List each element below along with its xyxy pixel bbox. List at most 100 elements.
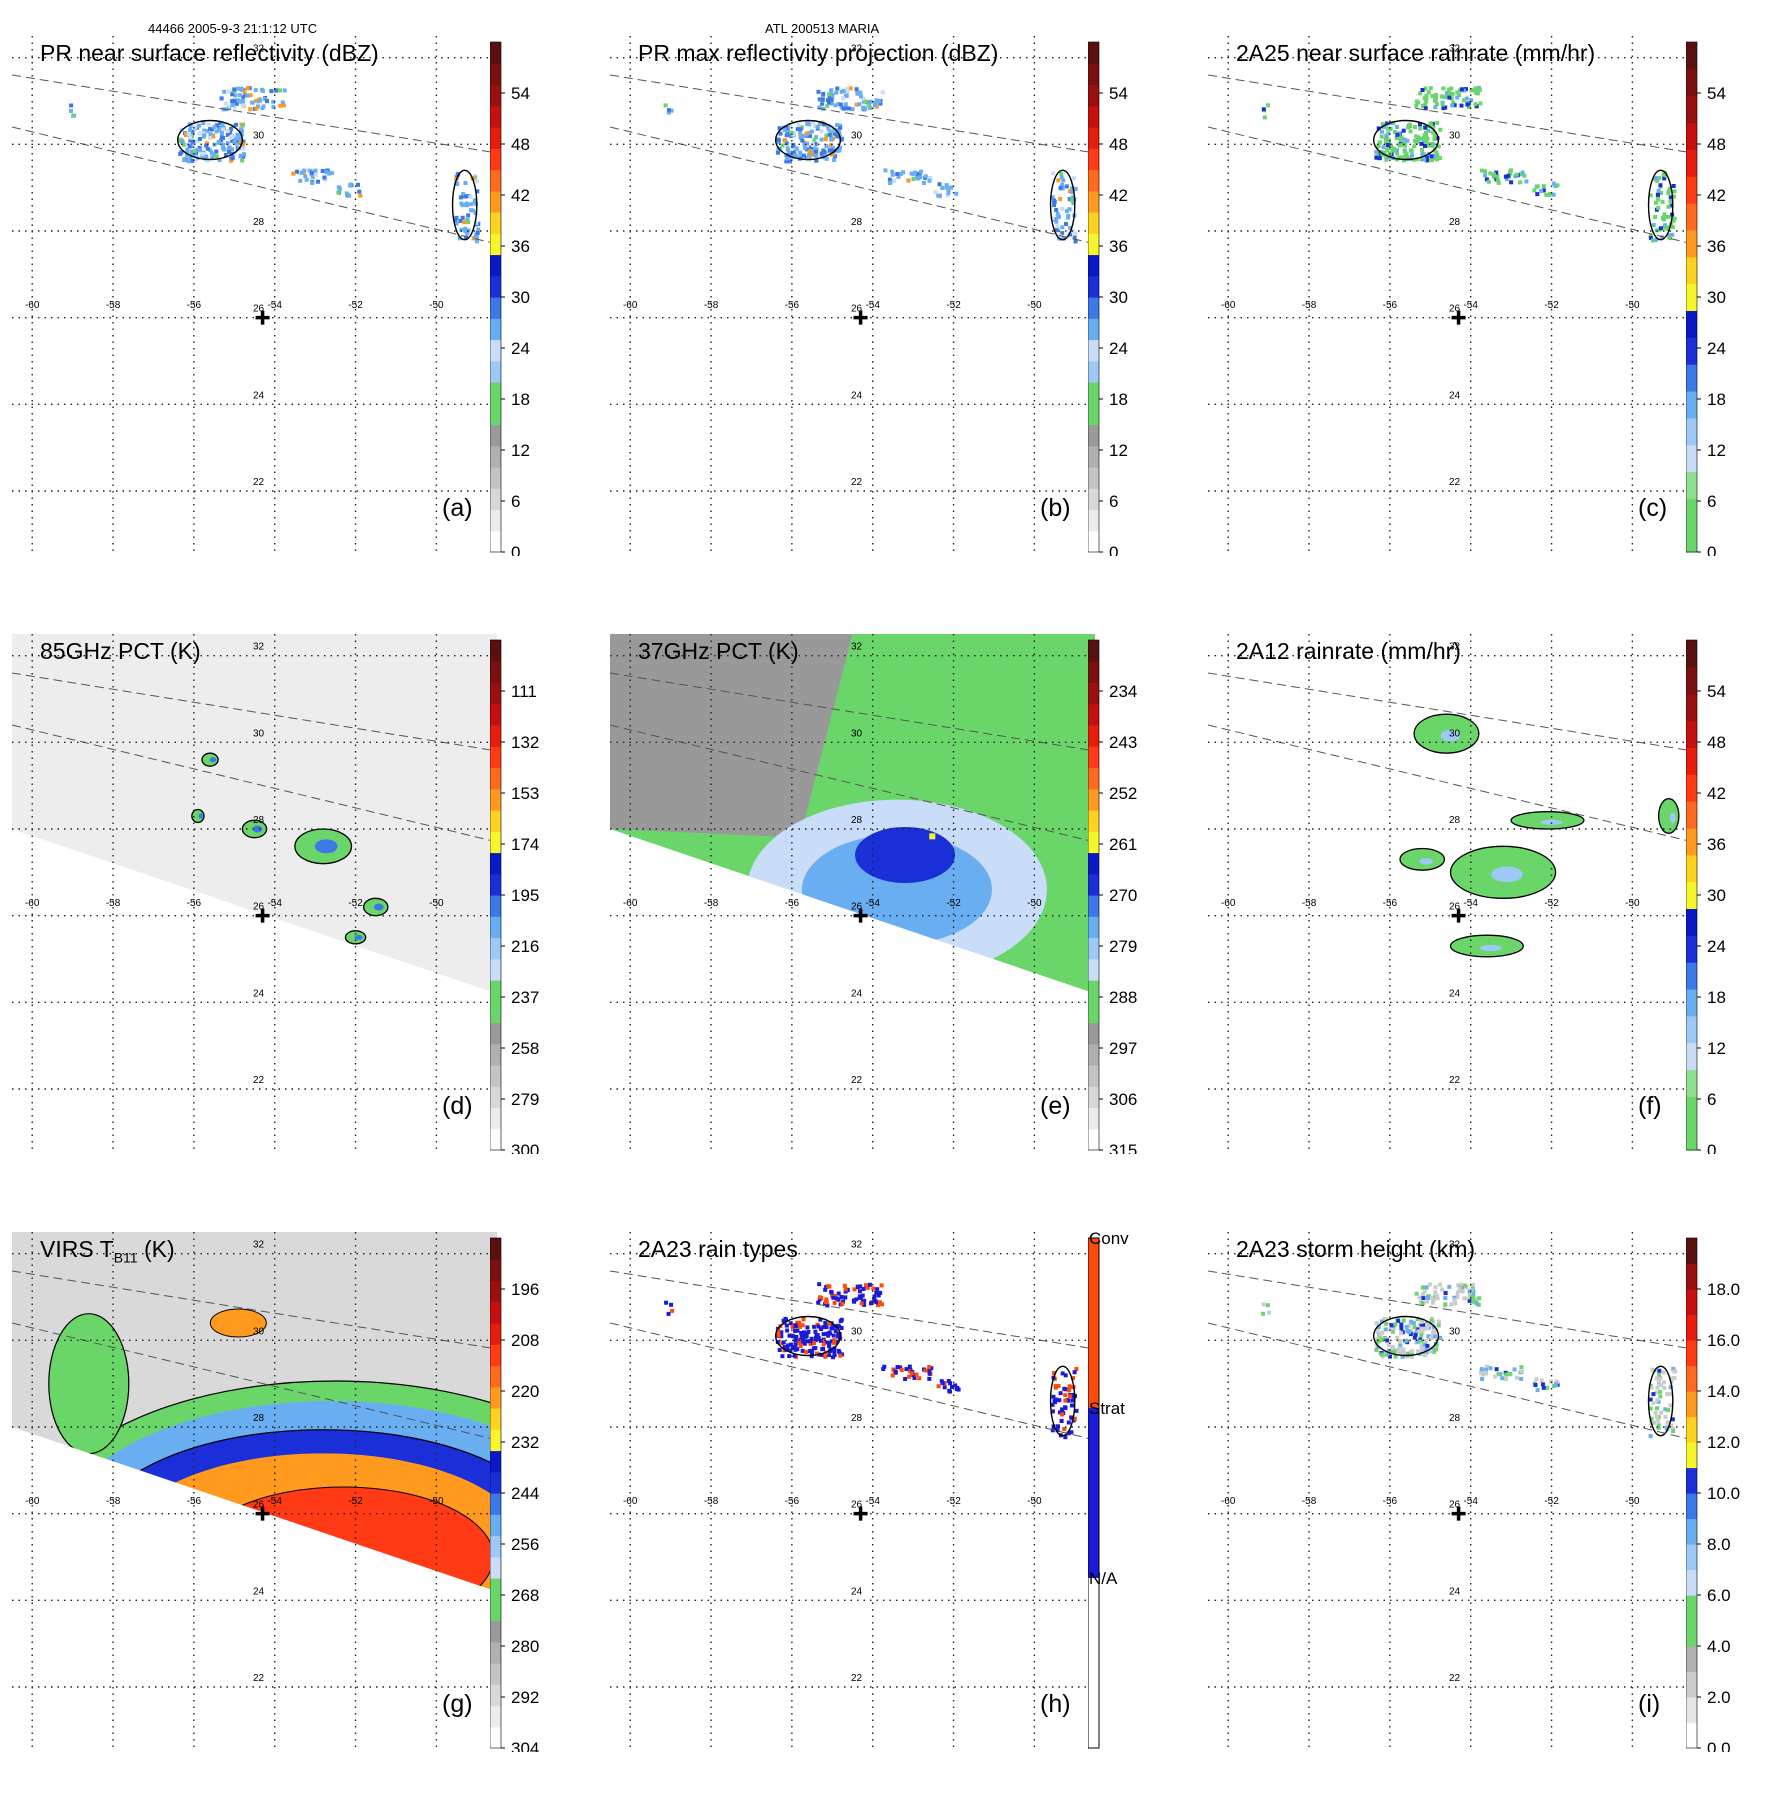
data-pixel: [833, 1329, 838, 1333]
colorbar-segment: [1088, 318, 1099, 341]
data-pixel: [855, 91, 860, 96]
colorbar-tick-label: 18: [1109, 390, 1128, 409]
colorbar-segment: [1088, 958, 1099, 981]
colorbar-segment: [1088, 1043, 1099, 1066]
rain-core: [1479, 944, 1502, 952]
data-pixel: [221, 142, 226, 147]
data-pixel: [473, 201, 478, 206]
data-pixel: [1555, 1380, 1560, 1384]
data-pixel: [1660, 215, 1665, 220]
data-pixel: [238, 93, 243, 98]
data-pixel: [1058, 185, 1063, 190]
data-pixel: [794, 146, 799, 151]
data-pixel: [1412, 144, 1417, 149]
data-pixel: [1661, 172, 1666, 177]
data-pixel: [1533, 1383, 1538, 1387]
data-pixel: [836, 148, 841, 153]
data-pixel: [1418, 126, 1423, 131]
data-pixel: [1668, 186, 1672, 191]
colorbar-segment: [1686, 149, 1697, 177]
panel-title: PR near surface reflectivity (dBZ): [40, 40, 379, 67]
colorbar-tick-label: 4.0: [1707, 1637, 1731, 1656]
data-pixel: [1419, 136, 1424, 141]
data-pixel: [826, 98, 830, 103]
data-pixel: [875, 1287, 880, 1292]
data-pixel: [919, 169, 924, 174]
data-pixel: [1050, 195, 1055, 200]
data-pixel: [1668, 199, 1673, 203]
data-pixel: [845, 87, 850, 92]
data-pixel: [824, 133, 829, 138]
data-pixel: [845, 89, 850, 94]
colorbar-segment: [1686, 801, 1697, 829]
data-pixel: [830, 145, 835, 150]
colorbar-segment: [490, 1238, 501, 1260]
data-pixel: [1421, 1292, 1425, 1297]
data-pixel: [862, 1302, 867, 1307]
data-pixel: [1519, 1369, 1524, 1374]
storm-center-marker: [255, 908, 270, 923]
data-pixel: [1390, 1323, 1395, 1328]
data-pixel: [473, 235, 478, 240]
latitude-label: 28: [253, 815, 265, 826]
rain-contour: [775, 119, 842, 161]
data-pixel: [1654, 176, 1659, 181]
data-pixel: [202, 128, 207, 133]
colorbar-segment: [490, 1599, 501, 1622]
colorbar-tick-label: 6.0: [1707, 1586, 1731, 1605]
data-pixel: [1443, 1291, 1448, 1296]
data-pixel: [923, 174, 928, 179]
data-pixel: [1668, 195, 1673, 200]
data-pixel: [1393, 1322, 1398, 1327]
data-pixel: [880, 1302, 884, 1307]
data-pixel: [824, 1331, 829, 1336]
data-pixel: [895, 172, 900, 176]
data-pixel: [1672, 216, 1677, 221]
colorbar-tick-label: 30: [1707, 886, 1726, 905]
colorbar-segment: [1686, 203, 1697, 231]
data-pixel: [1052, 1370, 1057, 1375]
data-pixel: [818, 1317, 823, 1322]
data-pixel: [813, 1338, 818, 1343]
data-pixel: [471, 208, 475, 213]
data-pixel: [1402, 149, 1407, 154]
data-pixel: [208, 127, 213, 132]
longitude-label: -56: [1383, 1496, 1398, 1507]
data-pixel: [801, 1333, 806, 1337]
swath-edge-north: [12, 672, 497, 752]
longitude-label: -54: [267, 898, 282, 909]
data-pixel: [1064, 222, 1068, 226]
data-pixel: [779, 1334, 784, 1339]
data-pixel: [1425, 1343, 1430, 1348]
swath-edge-north: [12, 74, 497, 154]
data-pixel: [1379, 129, 1384, 134]
colorbar-segment: [490, 382, 501, 404]
data-pixel: [1423, 144, 1427, 148]
data-pixel: [804, 1331, 809, 1336]
data-pixel: [1434, 1344, 1439, 1349]
colorbar-segment: [1686, 1069, 1697, 1097]
data-pixel: [238, 137, 242, 142]
data-pixel: [474, 179, 479, 184]
colorbar-segment: [1686, 1391, 1697, 1418]
map-area: -60 -58 -56 -54 -52 -50 32 30 28 26 24 22 2A25 near…: [1208, 36, 1693, 556]
data-pixel: [474, 221, 479, 225]
data-pixel: [928, 176, 933, 180]
data-pixel: [876, 1303, 880, 1308]
data-pixel: [1418, 91, 1423, 96]
colorbar-segment: [1686, 1595, 1697, 1622]
data-pixel: [211, 134, 216, 139]
colorbar-segment: [1088, 725, 1099, 747]
rain-contour: [451, 169, 478, 241]
data-pixel: [857, 102, 862, 107]
colorbar-segment: [1088, 360, 1099, 383]
data-pixel: [1424, 134, 1429, 139]
rain-contour: [1049, 1365, 1076, 1437]
data-pixel: [241, 146, 246, 151]
data-pixel: [1428, 1296, 1433, 1301]
data-pixel: [799, 1331, 804, 1335]
colorbar-segment: [1686, 68, 1697, 97]
